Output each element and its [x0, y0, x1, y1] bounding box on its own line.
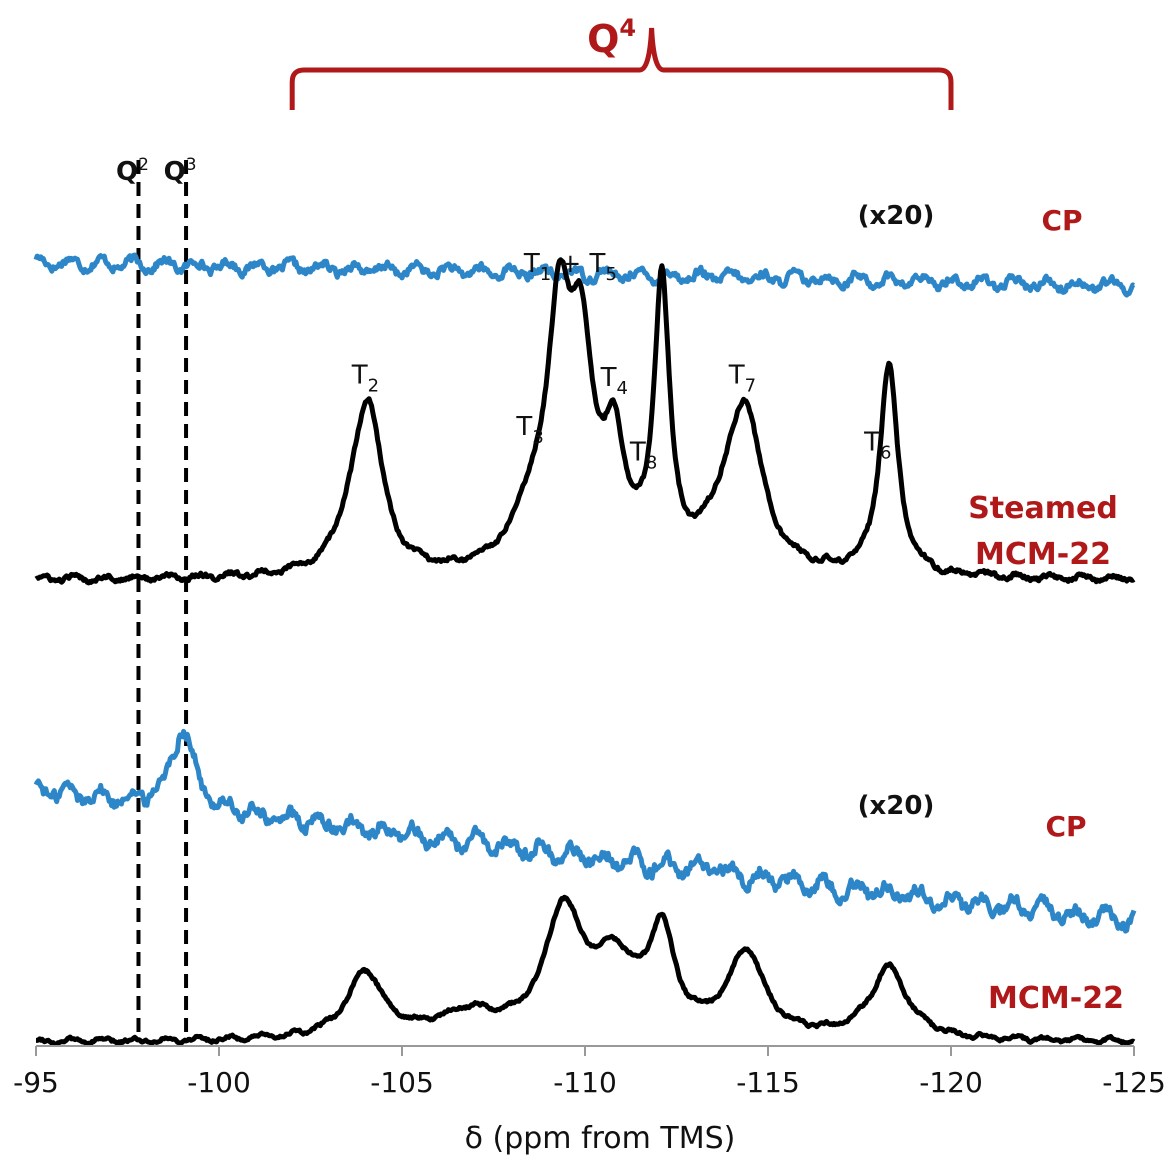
parent-cp-trace — [33, 728, 1137, 934]
parent-mas-trace — [34, 894, 1136, 1047]
multiplier-label-steamed: (x20) — [858, 201, 935, 231]
x-tick-label: -100 — [187, 1066, 251, 1099]
reference-label-q2: Q2 — [116, 155, 149, 187]
peak-label-t8: T8 — [629, 437, 657, 473]
x-axis-title: δ (ppm from TMS) — [465, 1121, 736, 1156]
x-tick-label: -125 — [1102, 1066, 1166, 1099]
cp-label-parent: CP — [1045, 810, 1086, 843]
peak-label-t1-t5: T1 + T5 — [523, 249, 617, 285]
q4-group-bracket: Q4 — [289, 14, 954, 110]
x-axis-ticks: -95 -100 -105 -110 -115 -120 -125 — [13, 1046, 1166, 1099]
peak-label-t2: T2 — [351, 361, 379, 397]
peak-label-t7: T7 — [728, 360, 756, 396]
q4-bracket-path — [289, 27, 954, 110]
x-tick-label: -110 — [553, 1066, 617, 1099]
plot-area: T2 T3 T1 + T5 T4 T8 T7 T6 — [33, 249, 1137, 1047]
sample-label-steamed-line1: Steamed — [968, 491, 1118, 526]
sample-label-parent: MCM-22 — [988, 981, 1124, 1016]
x-axis: -95 -100 -105 -110 -115 -120 -125 δ (ppm from … — [13, 1045, 1166, 1156]
sample-label-steamed-line2: MCM-22 — [975, 537, 1111, 572]
peak-label-t6: T6 — [863, 428, 891, 464]
peak-label-t3: T3 — [515, 412, 543, 448]
steamed-cp-trace — [33, 252, 1136, 298]
cp-label-steamed: CP — [1041, 204, 1082, 237]
x-tick-label: -120 — [919, 1066, 983, 1099]
reference-label-q3: Q3 — [164, 155, 197, 187]
x-tick-label: -95 — [13, 1066, 59, 1099]
q4-label: Q4 — [587, 14, 636, 61]
steamed-mas-trace — [34, 257, 1136, 586]
reference-lines: Q2 Q3 — [116, 155, 197, 1042]
x-tick-label: -105 — [370, 1066, 434, 1099]
x-tick-label: -115 — [736, 1066, 800, 1099]
multiplier-label-parent: (x20) — [858, 791, 935, 821]
peak-label-t4: T4 — [600, 363, 628, 399]
